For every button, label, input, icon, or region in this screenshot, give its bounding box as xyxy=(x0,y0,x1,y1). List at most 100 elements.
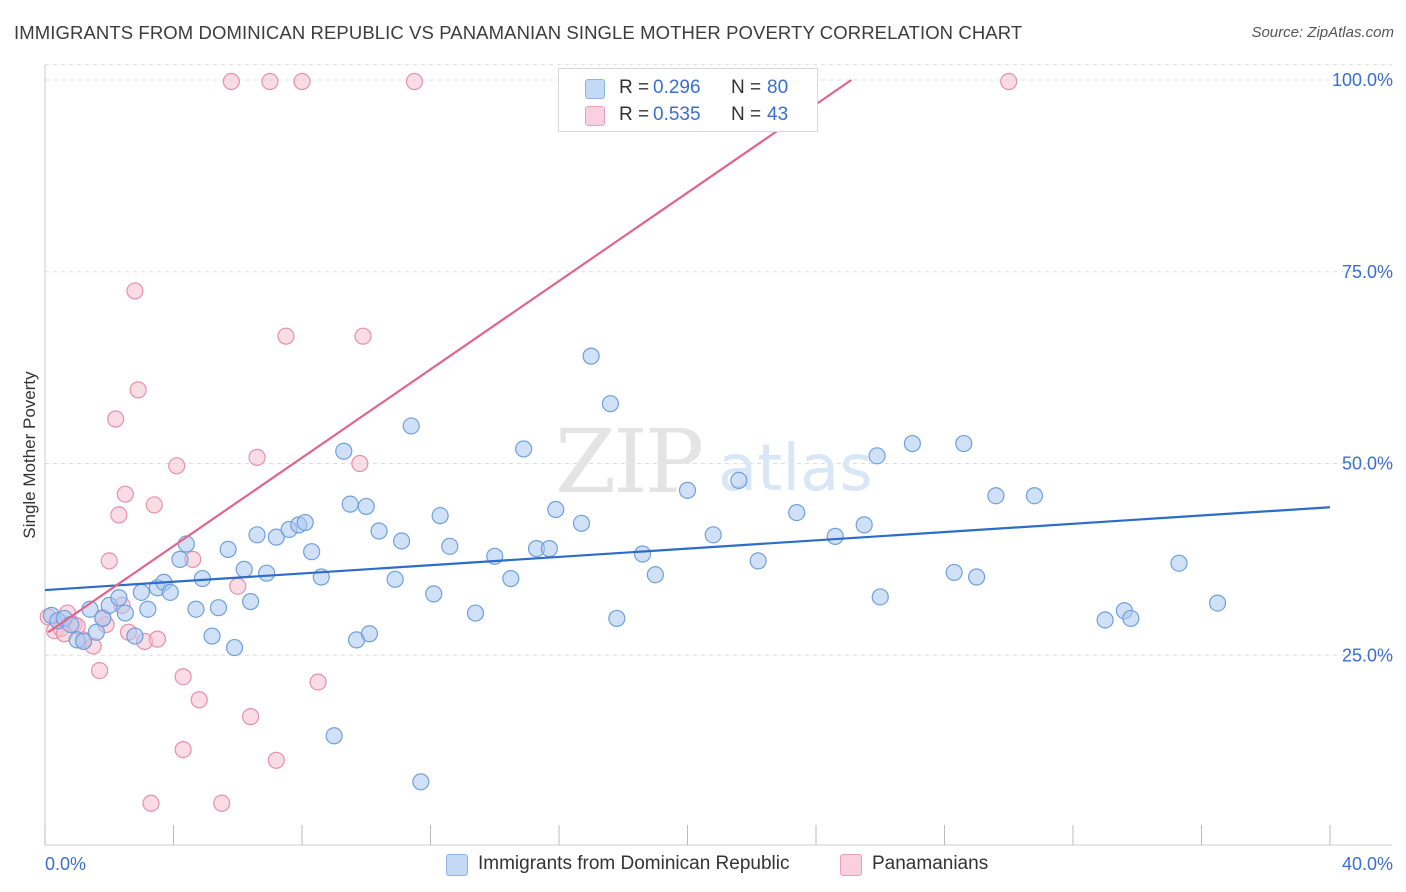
data-point xyxy=(258,564,276,582)
data-point xyxy=(235,560,253,578)
data-point xyxy=(466,604,485,622)
data-point xyxy=(107,410,125,428)
trend-line-panamanians xyxy=(47,79,852,634)
data-point xyxy=(174,668,192,686)
data-point xyxy=(341,495,359,513)
data-point xyxy=(871,588,889,606)
data-point xyxy=(425,585,443,603)
data-point xyxy=(116,485,134,503)
trend-line-dominican xyxy=(44,506,1331,592)
data-point xyxy=(547,500,565,519)
data-point xyxy=(190,691,208,709)
data-point xyxy=(171,550,189,568)
data-point xyxy=(360,625,379,643)
data-point xyxy=(126,282,144,300)
data-point xyxy=(293,72,311,91)
legend-r-label: R = xyxy=(619,77,650,98)
data-point xyxy=(325,727,343,745)
data-point xyxy=(110,589,128,607)
data-point xyxy=(248,448,266,466)
data-point xyxy=(242,708,260,726)
data-point xyxy=(229,577,247,595)
x-tick-label-min: 0.0% xyxy=(45,854,86,874)
data-point xyxy=(74,632,93,651)
data-point xyxy=(116,604,134,622)
data-point xyxy=(110,506,128,524)
data-point xyxy=(1000,72,1018,91)
data-point xyxy=(335,442,353,460)
data-point xyxy=(386,570,404,588)
watermark: ZIP atlas xyxy=(555,410,873,513)
trend-lines xyxy=(44,79,1331,634)
data-point xyxy=(87,623,106,641)
data-point xyxy=(203,627,221,645)
data-point xyxy=(868,447,886,465)
data-point xyxy=(354,327,372,345)
correlation-legend: R = 0.296 N = 80 R = 0.535 N = 43 xyxy=(558,68,818,132)
data-point xyxy=(515,440,533,458)
data-point xyxy=(261,72,279,91)
bottom-legend-swatch-pink xyxy=(840,854,862,876)
y-axis-label: Single Mother Poverty xyxy=(20,371,39,539)
legend-n-label: N = xyxy=(731,77,762,98)
data-point xyxy=(351,454,369,473)
data-point xyxy=(174,740,192,759)
data-point xyxy=(129,381,147,399)
data-point xyxy=(1096,611,1114,629)
data-point xyxy=(704,526,722,544)
x-tick-label-max: 40.0% xyxy=(1342,854,1393,874)
data-point xyxy=(402,417,420,435)
data-point xyxy=(855,516,873,534)
chart-title: IMMIGRANTS FROM DOMINICAN REPUBLIC VS PA… xyxy=(14,22,1023,43)
data-point xyxy=(540,540,558,558)
data-point xyxy=(267,751,285,769)
y-tick-label: 75.0% xyxy=(1342,262,1393,282)
data-point xyxy=(145,496,163,514)
data-point xyxy=(248,526,266,544)
data-point xyxy=(277,327,295,345)
legend-r-value: 0.535 xyxy=(653,104,701,125)
data-point xyxy=(788,503,806,522)
data-point xyxy=(968,568,986,586)
data-point xyxy=(148,630,167,648)
data-point xyxy=(633,545,652,563)
data-point xyxy=(582,347,600,365)
data-point xyxy=(945,563,963,582)
data-point xyxy=(601,395,620,413)
data-point xyxy=(139,600,157,618)
data-point xyxy=(187,600,205,618)
data-point xyxy=(1208,594,1227,612)
axes xyxy=(44,65,1392,846)
data-point xyxy=(749,552,767,570)
tick-labels: 25.0% 50.0% 75.0% 100.0% 0.0% 40.0% xyxy=(45,70,1393,874)
data-point xyxy=(100,552,118,570)
y-tick-label: 50.0% xyxy=(1342,454,1393,474)
data-point xyxy=(126,627,144,645)
bottom-legend-label: Panamanians xyxy=(872,853,989,874)
legend-r-value: 0.296 xyxy=(653,77,701,98)
data-point xyxy=(309,673,327,691)
data-point xyxy=(502,569,520,588)
data-point xyxy=(267,528,285,546)
data-point xyxy=(91,661,109,680)
data-point xyxy=(370,522,388,540)
data-point xyxy=(903,434,921,453)
data-point xyxy=(142,794,160,812)
source-credit: Source: ZipAtlas.com xyxy=(1251,24,1394,41)
data-point xyxy=(213,794,231,812)
data-point xyxy=(405,72,424,91)
data-point xyxy=(209,599,228,617)
data-point xyxy=(168,457,186,475)
data-point xyxy=(62,615,80,634)
bottom-legend-swatch-blue xyxy=(446,854,468,876)
data-point xyxy=(678,481,697,499)
legend-n-value: 43 xyxy=(767,104,789,125)
watermark-atlas: atlas xyxy=(718,432,873,506)
data-point xyxy=(296,513,314,532)
data-point xyxy=(161,583,179,601)
y-tick-label: 100.0% xyxy=(1332,70,1393,90)
data-point xyxy=(826,527,844,545)
data-point xyxy=(441,537,459,555)
legend-n-label: N = xyxy=(731,104,762,125)
